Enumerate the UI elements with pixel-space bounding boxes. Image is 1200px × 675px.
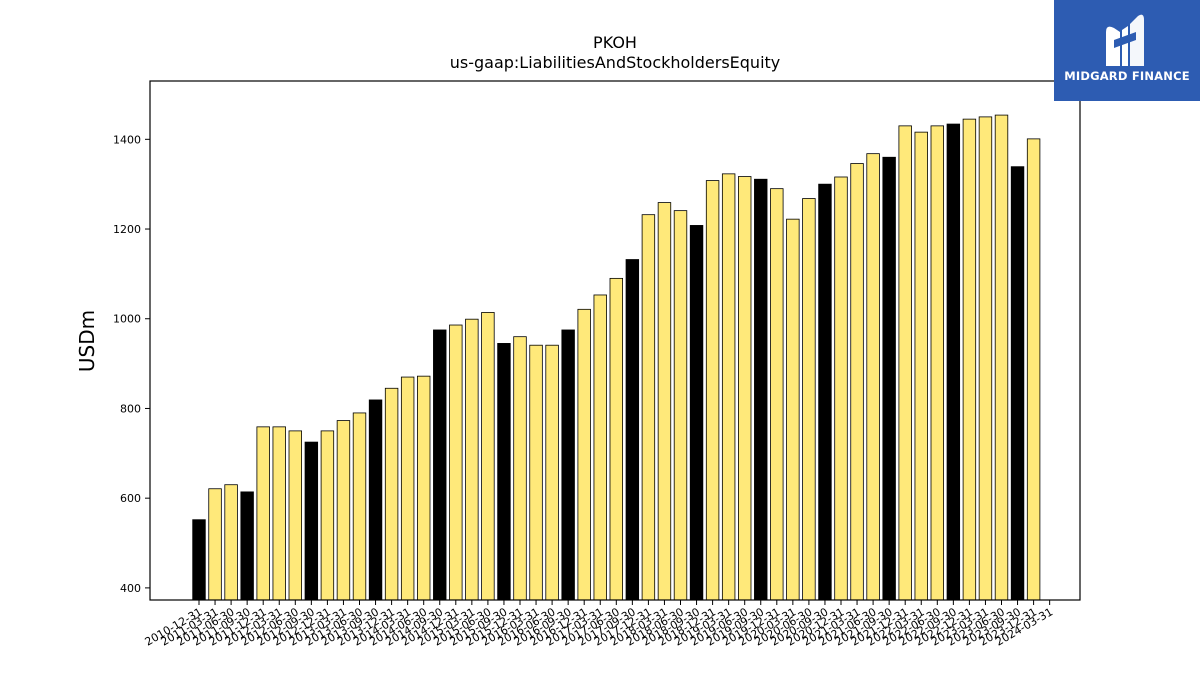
y-tick-label-400: 400 <box>120 582 141 595</box>
bar-2013-06-30 <box>352 412 367 601</box>
bar-2018-09-30 <box>689 225 704 601</box>
bar-2013-09-30 <box>368 399 383 601</box>
y-axis: 400 600 800 1000 1200 1400 <box>113 133 150 595</box>
bar-2012-09-30 <box>304 441 319 601</box>
bar-2023-06-30 <box>994 114 1009 601</box>
bar-2012-06-30 <box>288 430 303 601</box>
bar-2021-09-30 <box>882 156 896 601</box>
bar-2019-09-30 <box>754 178 768 601</box>
bar-2011-03-31 <box>208 488 222 601</box>
bar-2016-12-31 <box>577 308 591 601</box>
y-axis-label: USDm <box>75 310 99 372</box>
bar-2022-06-30 <box>930 125 945 601</box>
bar-2016-06-30 <box>545 344 559 601</box>
bar-2011-09-30 <box>240 491 254 601</box>
bar-2011-12-31 <box>256 426 270 601</box>
bar-2015-03-31 <box>465 318 479 601</box>
bar-2018-06-30 <box>673 210 688 601</box>
bar-2017-03-31 <box>593 294 607 601</box>
bar-2021-06-30 <box>866 153 880 601</box>
bar-2021-12-31 <box>898 125 912 601</box>
bar-2013-03-31 <box>336 420 351 601</box>
bar-2014-12-31 <box>449 324 463 601</box>
logo-text: MIDGARD FINANCE <box>1064 69 1190 83</box>
plot-frame <box>149 80 1081 601</box>
y-tick-label-1000: 1000 <box>113 313 141 326</box>
bar-2010-12-31 <box>192 519 206 601</box>
bar-2013-12-31 <box>384 387 399 601</box>
bar-2018-12-31 <box>705 180 720 601</box>
bar-2018-03-31 <box>657 202 672 601</box>
bar-2019-03-31 <box>721 173 736 601</box>
bar-2015-12-31 <box>513 336 527 601</box>
bar-2020-09-30 <box>818 183 832 601</box>
bar-2019-06-30 <box>738 176 752 601</box>
bar-2014-09-30 <box>433 329 447 601</box>
bar-2020-03-31 <box>786 218 800 601</box>
bar-2017-06-30 <box>609 277 624 601</box>
bar-2020-12-31 <box>834 176 848 601</box>
bar-2012-03-31 <box>272 426 286 601</box>
bar-2023-09-30 <box>1010 166 1025 601</box>
bar-2019-12-31 <box>770 188 784 601</box>
logo-mark-icon <box>1106 14 1144 67</box>
chart-title: PKOH <box>593 33 637 52</box>
bar-2017-12-31 <box>641 214 656 601</box>
y-tick-label-1200: 1200 <box>113 223 141 236</box>
bar-2014-03-31 <box>400 376 415 601</box>
bar-2022-03-31 <box>914 131 928 601</box>
bar-2012-12-31 <box>320 430 335 601</box>
brand-logo: MIDGARD FINANCE <box>1054 0 1200 101</box>
y-tick-label-600: 600 <box>120 492 141 505</box>
bar-2011-06-30 <box>224 484 238 601</box>
bar-2020-06-30 <box>802 198 816 601</box>
y-tick-label-800: 800 <box>120 402 141 415</box>
bar-2021-03-31 <box>850 163 864 601</box>
bar-2016-09-30 <box>561 329 575 601</box>
y-tick-label-1400: 1400 <box>113 133 141 146</box>
chart-subtitle: us-gaap:LiabilitiesAndStockholdersEquity <box>450 53 781 72</box>
bar-2014-06-30 <box>416 375 431 601</box>
bar-2015-06-30 <box>481 312 495 601</box>
bar-2016-03-31 <box>529 344 543 601</box>
bar-2017-09-30 <box>625 259 640 601</box>
x-axis: 2010-12-312011-03-312011-06-302011-09-30… <box>143 600 1055 649</box>
bar-2023-03-31 <box>978 116 993 601</box>
bar-2022-09-30 <box>946 123 961 601</box>
bar-2022-12-31 <box>962 118 977 601</box>
bar-2023-12-31 <box>1026 138 1041 601</box>
bar-2015-09-30 <box>497 343 511 601</box>
bars-group <box>192 114 1041 601</box>
